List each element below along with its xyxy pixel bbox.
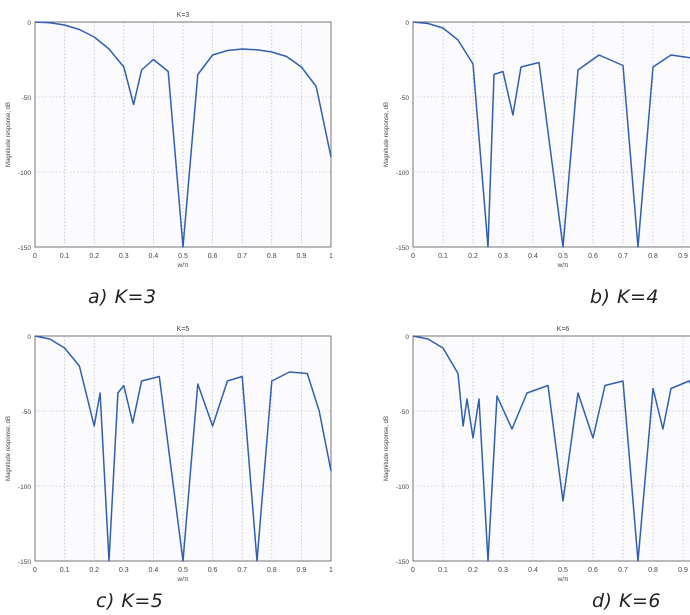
x-tick-label: 0.7	[237, 567, 247, 574]
series-line	[412, 335, 690, 562]
y-tick-label: -50	[400, 95, 410, 102]
x-tick-label: 0.4	[528, 253, 538, 260]
x-tick-label: 0.7	[618, 567, 628, 574]
x-tick-label: 0.9	[297, 253, 307, 260]
x-tick-label: 0.2	[89, 567, 99, 574]
x-tick-label: 0.9	[678, 253, 688, 260]
series-line	[412, 21, 690, 248]
y-tick-label: 0	[405, 20, 409, 27]
y-tick-label: -150	[396, 559, 409, 566]
chart-title: K=6	[557, 326, 570, 333]
x-tick-label: 0.8	[267, 567, 277, 574]
plot-k3: 0 0.1 0.2 0.3 0.4 0.5 0.6 0.7 0.8 0.9 1 0 -50 -100 -15…	[6, 12, 333, 269]
x-tick-label: 0.6	[588, 253, 598, 260]
y-tick-label: -150	[18, 245, 31, 252]
x-tick-label: 0.1	[60, 567, 70, 574]
x-tick-label: 1	[329, 567, 333, 574]
y-tick-label: -100	[18, 170, 31, 177]
y-tick-label: 0	[27, 334, 31, 341]
x-tick-label: 0.7	[237, 253, 247, 260]
chart-title: K=3	[177, 12, 190, 19]
x-tick-label: 0	[33, 253, 37, 260]
plot-k4: 00.10.20.30.40.50.60.70.80.910-50-100-15…	[384, 20, 690, 269]
plot-area	[412, 335, 690, 562]
caption-d: d) K=6	[592, 590, 661, 612]
x-tick-label: 0.8	[648, 567, 658, 574]
y-tick-label: -150	[396, 245, 409, 252]
x-tick-label: 1	[329, 253, 333, 260]
x-tick-label: 0.1	[438, 567, 448, 574]
y-tick-label: -100	[396, 484, 409, 491]
x-tick-label: 0	[411, 253, 415, 260]
caption-b: b) K=4	[590, 286, 659, 308]
x-tick-label: 0.2	[468, 253, 478, 260]
y-tick-label: -50	[22, 95, 32, 102]
x-axis-label: w/π	[177, 576, 190, 583]
x-tick-label: 0.7	[618, 253, 628, 260]
y-tick-label: 0	[27, 20, 31, 27]
x-tick-label: 0.6	[208, 253, 218, 260]
x-tick-label: 0.5	[178, 253, 188, 260]
x-tick-label: 0.6	[208, 567, 218, 574]
x-axis-label: w/π	[177, 262, 190, 269]
x-axis-label: w/π	[557, 262, 570, 269]
x-tick-label: 0.5	[558, 253, 568, 260]
x-tick-label: 0	[33, 567, 37, 574]
y-tick-label: -50	[22, 409, 32, 416]
x-tick-label: 0.2	[89, 253, 99, 260]
series-line	[34, 335, 332, 562]
y-tick-label: -100	[18, 484, 31, 491]
x-tick-label: 0.4	[528, 567, 538, 574]
x-tick-label: 0.5	[558, 567, 568, 574]
x-tick-label: 0.3	[119, 253, 129, 260]
y-tick-label: 0	[405, 334, 409, 341]
caption-a: a) K=3	[88, 286, 157, 308]
series-line	[34, 21, 332, 248]
x-axis-label: w/π	[557, 576, 570, 583]
x-tick-label: 0.9	[678, 567, 688, 574]
caption-c: c) K=5	[96, 590, 164, 612]
x-tick-label: 0.3	[498, 253, 508, 260]
x-tick-label: 0.4	[149, 253, 159, 260]
plot-area	[412, 21, 690, 248]
plot-k5: 0 0.1 0.2 0.3 0.4 0.5 0.6 0.7 0.8 0.9 1 0 -50 -100 -15…	[6, 326, 333, 583]
x-tick-label: 0.3	[498, 567, 508, 574]
x-tick-label: 0.8	[267, 253, 277, 260]
x-tick-label: 0.6	[588, 567, 598, 574]
x-tick-label: 0.2	[468, 567, 478, 574]
y-tick-label: -150	[18, 559, 31, 566]
y-axis-label: Magnitude response, dB	[384, 416, 390, 481]
x-tick-label: 0.8	[648, 253, 658, 260]
x-tick-label: 0.1	[60, 253, 70, 260]
x-tick-label: 0.1	[438, 253, 448, 260]
plot-k6: 00.10.20.30.40.50.60.70.80.910-50-100-15…	[384, 326, 690, 583]
y-axis-label: Magnitude response, dB	[6, 102, 12, 167]
x-tick-label: 0.5	[178, 567, 188, 574]
y-axis-label: Magnitude response, dB	[6, 416, 12, 481]
x-tick-label: 0.3	[119, 567, 129, 574]
x-tick-label: 0.9	[297, 567, 307, 574]
x-tick-label: 0.4	[149, 567, 159, 574]
y-axis-label: Magnitude response, dB	[384, 102, 390, 167]
x-tick-label: 0	[411, 567, 415, 574]
y-tick-label: -100	[396, 170, 409, 177]
chart-title: K=5	[177, 326, 190, 333]
y-tick-label: -50	[400, 409, 410, 416]
